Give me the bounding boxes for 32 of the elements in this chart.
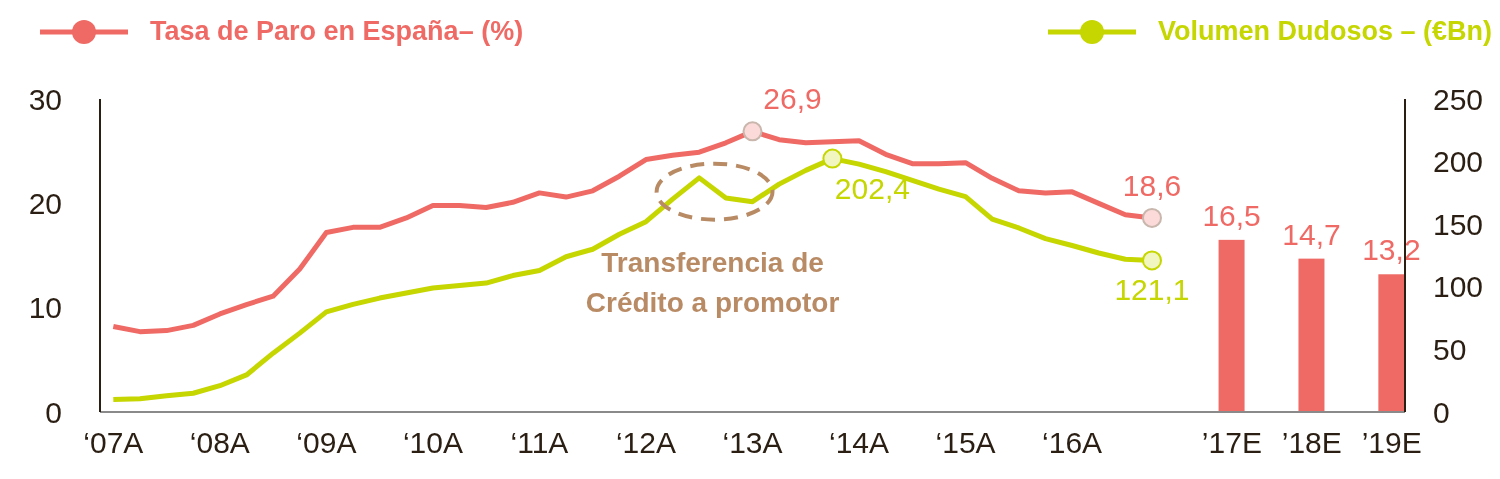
y2-tick-label: 50 <box>1433 333 1467 367</box>
y2-tick-label: 0 <box>1433 395 1450 429</box>
data-label: 16,5 <box>1202 198 1261 232</box>
legend-label: Tasa de Paro en España– (%) <box>150 16 524 47</box>
y-tick-label: 0 <box>45 395 62 429</box>
x-tick-label: ‘10A <box>402 426 463 460</box>
x-tick-label: ‘07A <box>83 426 144 460</box>
x-tick-label: ‘12A <box>615 426 676 460</box>
x-tick-label: ’18E <box>1281 426 1342 460</box>
data-label: 121,1 <box>1114 273 1190 307</box>
annotation: Transferencia de Crédito a promotor <box>585 246 840 318</box>
x-tick-label: ‘13A <box>722 426 783 460</box>
x-tick-label: ‘16A <box>1042 426 1103 460</box>
y2-tick-label: 150 <box>1433 207 1484 241</box>
y-tick-label: 10 <box>28 291 62 325</box>
data-label: 202,4 <box>834 171 910 205</box>
x-tick-label: ’17E <box>1201 426 1262 460</box>
y2-tick-label: 200 <box>1433 145 1484 179</box>
y2-tick-label: 250 <box>1433 82 1484 116</box>
y-tick-label: 30 <box>28 82 62 116</box>
x-tick-label: ‘08A <box>189 426 250 460</box>
x-tick-label: ‘15A <box>935 426 996 460</box>
data-label: 18,6 <box>1122 168 1182 202</box>
x-tick-label: ’19E <box>1361 426 1422 460</box>
data-label: 26,9 <box>763 82 822 116</box>
x-tick-label: ‘11A <box>510 426 569 460</box>
x-tick-label: ‘09A <box>296 426 357 460</box>
data-label: 14,7 <box>1282 217 1341 251</box>
y-tick-label: 20 <box>28 186 62 220</box>
legend-label: Volumen Dudosos – (€Bn) <box>1157 16 1492 47</box>
x-tick-label: ‘14A <box>829 426 890 460</box>
y2-tick-label: 100 <box>1433 270 1484 304</box>
